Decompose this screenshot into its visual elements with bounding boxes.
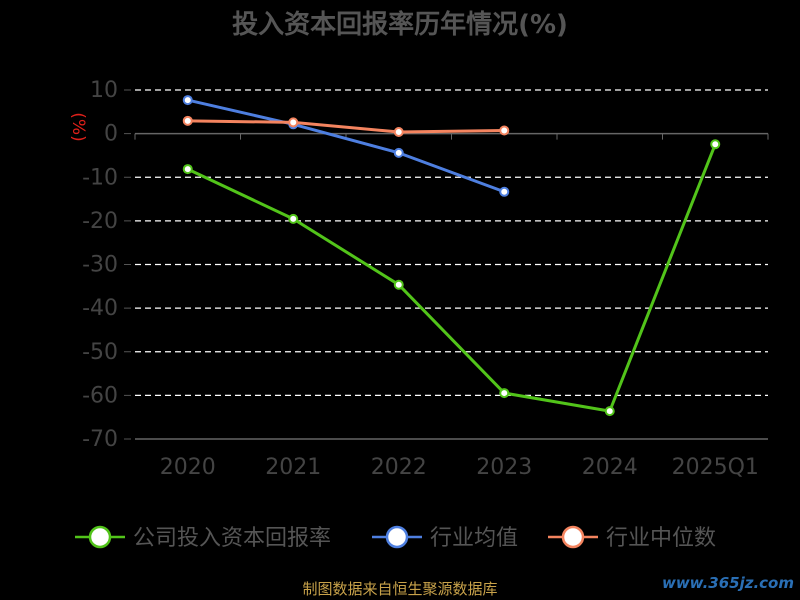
y-tick-label: -10: [82, 165, 118, 190]
x-tick-label: 2020: [160, 455, 216, 480]
y-axis-unit-label: (%): [68, 112, 88, 141]
legend-item[interactable]: 行业均值: [372, 525, 518, 551]
y-tick-label: -50: [82, 340, 118, 365]
x-tick-label: 2022: [371, 455, 427, 480]
legend-marker: [385, 525, 409, 549]
y-tick-label: -40: [82, 296, 118, 321]
data-point: [710, 139, 721, 150]
data-point: [604, 406, 615, 417]
series-line: [187, 98, 505, 194]
legend-item[interactable]: 公司投入资本回报率: [75, 525, 331, 551]
y-axis-ticks: 10 0 -10 -20 -30 -40 -50 -60 -70: [82, 78, 131, 452]
x-tick-label: 2024: [582, 455, 638, 480]
data-point: [499, 388, 510, 399]
series-line: [187, 119, 505, 134]
data-point: [499, 186, 510, 197]
data-source-note: 制图数据来自恒生聚源数据库: [302, 580, 498, 598]
data-point: [288, 213, 299, 224]
data-point: [499, 125, 510, 136]
y-tick-label: -20: [82, 209, 118, 234]
data-point: [393, 279, 404, 290]
legend-label: 公司投入资本回报率: [133, 526, 331, 551]
data-point: [182, 95, 193, 106]
chart-title: 投入资本回报率历年情况(%): [232, 9, 568, 40]
data-point: [182, 115, 193, 126]
data-point: [182, 164, 193, 175]
legend-label: 行业中位数: [606, 526, 716, 551]
legend-marker: [88, 525, 112, 549]
y-tick-label: -60: [82, 383, 118, 408]
data-point: [393, 147, 404, 158]
y-tick-label: -70: [82, 427, 118, 452]
legend-label: 行业均值: [430, 526, 518, 551]
legend[interactable]: 公司投入资本回报率 行业均值 行业中位数: [75, 525, 716, 551]
y-tick-label: -30: [82, 253, 118, 278]
watermark-logo: www.365jz.com: [661, 574, 794, 592]
x-tick-label: 2021: [265, 455, 321, 480]
x-tick-label: 2025Q1: [672, 455, 759, 480]
x-axis-ticks: 2020 2021 2022 2023 2024 2025Q1: [160, 455, 759, 480]
axes: [134, 132, 769, 440]
series-lines: [182, 95, 721, 417]
legend-marker: [561, 525, 585, 549]
series-line: [187, 143, 717, 413]
legend-item[interactable]: 行业中位数: [548, 525, 716, 551]
y-tick-label: 0: [104, 122, 118, 147]
data-point: [393, 127, 404, 138]
x-tick-label: 2023: [476, 455, 532, 480]
y-tick-label: 10: [90, 78, 118, 103]
grid-lines: [135, 89, 768, 396]
data-point: [288, 117, 299, 128]
